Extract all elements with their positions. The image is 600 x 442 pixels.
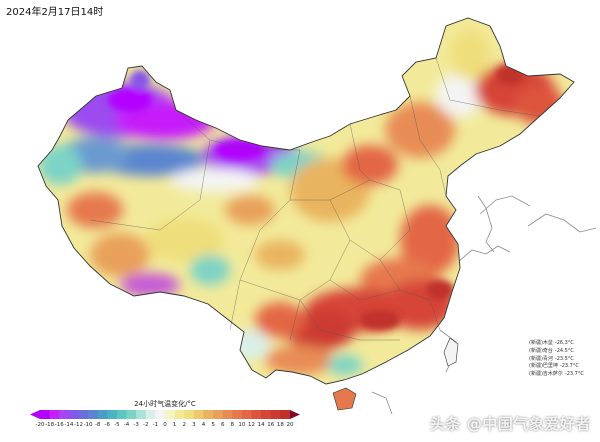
legend-color-swatch [193, 410, 204, 419]
legend-color-swatch [280, 410, 291, 419]
legend-color-swatch [97, 410, 108, 419]
legend-color-swatch [88, 410, 99, 419]
legend-color-swatch [126, 410, 137, 419]
legend-tick-label: 20 [286, 422, 294, 428]
neighbor-coastline [371, 195, 531, 415]
legend-tick-label: -12 [73, 422, 83, 428]
legend-tick-label: 18 [276, 422, 284, 428]
legend-tick-label: -3 [133, 422, 139, 428]
legend-tick-label: 8 [230, 422, 235, 428]
legend-color-swatch [203, 410, 214, 419]
legend-tick-label: 5 [211, 422, 215, 428]
legend-tick-label: -10 [83, 422, 93, 428]
legend-color-swatch [251, 410, 262, 419]
legend-color-swatch [155, 410, 166, 419]
legend-tick-label: 10 [238, 422, 246, 428]
legend-color-swatch [241, 410, 252, 419]
legend-color-swatch [49, 410, 60, 419]
temperature-field [38, 18, 574, 384]
legend-colorbar [30, 410, 300, 419]
legend-tick-label: 12 [248, 422, 256, 428]
legend-tick-label: -14 [64, 422, 74, 428]
legend-tick-label: -2 [143, 422, 149, 428]
station-row: (新疆)吉木萨尔 -23.7°C [529, 371, 584, 378]
japan-outline [527, 213, 597, 233]
legend-color-swatch [261, 410, 272, 419]
station-list: (新疆)木垒 -26.3°C (新疆)奇台 -24.5°C (新疆)青河 -23.5°… [529, 340, 599, 379]
legend-tick-label: -18 [45, 422, 55, 428]
legend-tick-label: 3 [192, 422, 196, 428]
province-boundaries [89, 57, 541, 341]
legend-tick-label: 2 [182, 422, 186, 428]
legend-tick-label: -5 [114, 422, 120, 428]
station-row: (新疆)青河 -23.5°C [529, 355, 574, 362]
legend-color-swatch [136, 410, 147, 419]
china-border [37, 17, 575, 385]
legend-color-swatch [270, 410, 281, 419]
legend-color-swatch [174, 410, 185, 419]
legend-tick-label: -1 [152, 422, 159, 428]
legend-tick-label: 16 [267, 422, 275, 428]
legend-color-swatch [116, 410, 127, 419]
legend-tick-label: 0 [163, 422, 167, 428]
timestamp-label: 2024年2月17日14时 [6, 7, 104, 18]
legend-color-swatch [232, 410, 243, 419]
legend-title: 24小时气温变化/°C [134, 400, 196, 408]
legend-left-arrow [30, 410, 40, 419]
hainan-island [332, 387, 357, 411]
legend-color-swatch [59, 410, 70, 419]
legend-color-swatch [78, 410, 89, 419]
watermark-text: 头条 @中国气象爱好者 [430, 415, 591, 433]
legend-color-swatch [184, 410, 195, 419]
legend-right-arrow [290, 410, 300, 419]
legend-tick-label: -4 [123, 422, 130, 428]
legend-tick-labels: -20 -18 -16 -14 -12 -10 -8 -6 -5 -4 -3 -2 -1 0 1 2 3 4 5 6 8… [36, 422, 294, 432]
legend-color-swatch [68, 410, 79, 419]
legend-color-swatch [222, 410, 233, 419]
korea-outline [477, 195, 495, 253]
legend-tick-label: -20 [35, 422, 45, 428]
legend-color-swatch [40, 410, 51, 419]
legend-color-swatch [213, 410, 224, 419]
legend-tick-label: -16 [54, 422, 64, 428]
legend-tick-label: -8 [94, 422, 101, 428]
legend-tick-label: -6 [104, 422, 111, 428]
legend-color-swatch [107, 410, 118, 419]
station-row: (新疆)巴里坤 -23.7°C [529, 363, 579, 370]
station-row: (新疆)奇台 -24.5°C [529, 347, 574, 354]
legend-color-swatch [145, 410, 156, 419]
legend-tick-label: 4 [201, 422, 206, 428]
taiwan-island [443, 337, 459, 367]
legend-tick-label: 6 [220, 422, 225, 428]
station-row: (新疆)木垒 -26.3°C [529, 340, 574, 346]
legend-tick-label: 1 [172, 422, 177, 428]
legend-color-swatch [165, 410, 176, 419]
legend-tick-label: 14 [257, 422, 265, 428]
